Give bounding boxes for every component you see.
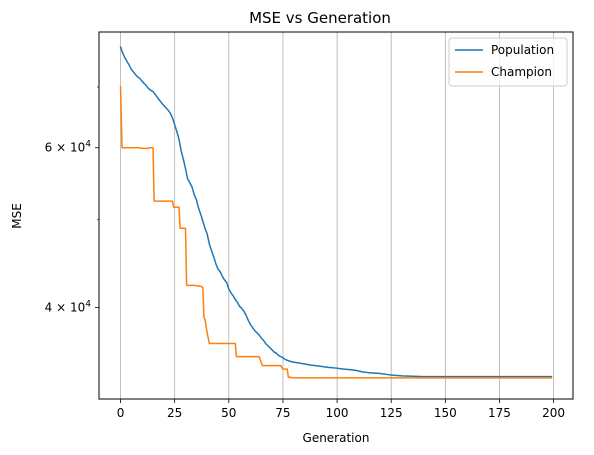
- x-tick-label: 25: [167, 406, 182, 420]
- x-tick-label: 150: [434, 406, 457, 420]
- x-tick-label: 100: [326, 406, 349, 420]
- y-tick-label: 4 × 104: [45, 299, 92, 314]
- legend-label-population: Population: [491, 43, 554, 57]
- x-tick-label: 200: [542, 406, 565, 420]
- x-tick-label: 125: [380, 406, 403, 420]
- x-tick-label: 50: [221, 406, 236, 420]
- y-tick-label: 6 × 104: [45, 140, 92, 155]
- legend: Population Champion: [449, 38, 567, 86]
- chart-title: MSE vs Generation: [249, 9, 391, 27]
- x-axis-label: Generation: [303, 431, 370, 445]
- x-tick-label: 75: [275, 406, 290, 420]
- legend-label-champion: Champion: [491, 65, 552, 79]
- x-tick-label: 175: [488, 406, 511, 420]
- x-tick-label: 0: [117, 406, 125, 420]
- y-axis-label: MSE: [10, 203, 24, 229]
